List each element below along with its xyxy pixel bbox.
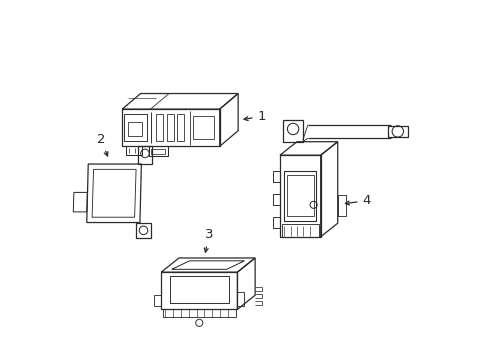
Text: 3: 3	[204, 229, 213, 252]
Text: 2: 2	[97, 133, 108, 156]
Text: 4: 4	[345, 194, 370, 207]
Text: 1: 1	[244, 110, 265, 123]
